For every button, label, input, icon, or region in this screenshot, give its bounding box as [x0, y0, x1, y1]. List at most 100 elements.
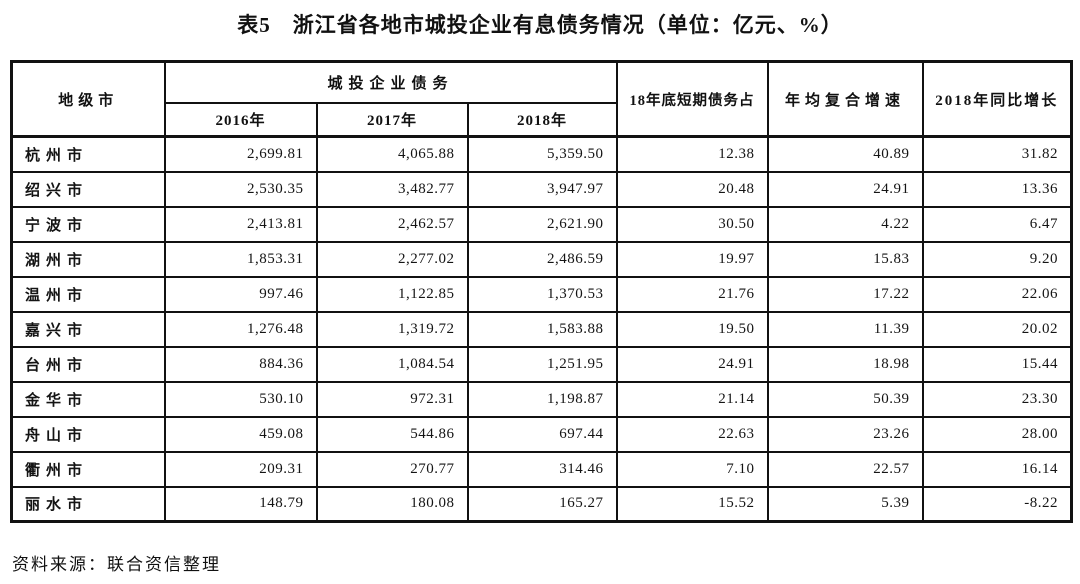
debt-2017-cell: 1,122.85 [315, 275, 469, 313]
cagr-cell: 17.22 [766, 275, 924, 313]
cagr-cell: 24.91 [766, 170, 924, 208]
short-term-cell: 30.50 [615, 205, 769, 243]
table-body: 杭州市 2,699.81 4,065.88 5,359.50 12.38 40.… [10, 135, 1073, 523]
yoy-cell: 15.44 [921, 345, 1073, 383]
yoy-cell: -8.22 [921, 485, 1073, 523]
short-term-cell: 19.97 [615, 240, 769, 278]
debt-2018-cell: 697.44 [466, 415, 618, 453]
debt-2017-cell: 972.31 [315, 380, 469, 418]
debt-2017-cell: 270.77 [315, 450, 469, 488]
short-term-cell: 12.38 [615, 135, 769, 173]
yoy-cell: 22.06 [921, 275, 1073, 313]
short-term-cell: 7.10 [615, 450, 769, 488]
city-cell: 绍兴市 [10, 170, 166, 208]
city-cell: 湖州市 [10, 240, 166, 278]
short-term-cell: 15.52 [615, 485, 769, 523]
debt-2018-cell: 1,583.88 [466, 310, 618, 348]
header-city: 地级市 [10, 60, 166, 138]
yoy-cell: 9.20 [921, 240, 1073, 278]
header-row-years: 2016年 2017年 2018年 [12, 101, 1072, 138]
short-term-cell: 19.50 [615, 310, 769, 348]
city-cell: 宁波市 [10, 205, 166, 243]
table-title: 表5 浙江省各地市城投企业有息债务情况（单位：亿元、%） [237, 13, 843, 37]
cagr-cell: 22.57 [766, 450, 924, 488]
cagr-cell: 5.39 [766, 485, 924, 523]
header-cagr: 年均复合增速 [766, 60, 924, 138]
city-cell: 台州市 [10, 345, 166, 383]
city-cell: 杭州市 [10, 135, 166, 173]
debt-2016-cell: 2,530.35 [163, 170, 318, 208]
short-term-cell: 24.91 [615, 345, 769, 383]
table-row-zhoushan: 舟山市 459.08 544.86 697.44 22.63 23.26 28.… [10, 415, 1073, 453]
header-year-2016: 2016年 [163, 101, 318, 138]
city-cell: 丽水市 [10, 485, 166, 523]
header-debt-group: 城投企业债务 [163, 60, 618, 104]
table-row-lishui: 丽水市 148.79 180.08 165.27 15.52 5.39 -8.2… [10, 485, 1073, 523]
city-cell: 金华市 [10, 380, 166, 418]
debt-2017-cell: 1,084.54 [315, 345, 469, 383]
debt-2018-cell: 2,486.59 [466, 240, 618, 278]
table-row-hangzhou: 杭州市 2,699.81 4,065.88 5,359.50 12.38 40.… [10, 135, 1073, 173]
short-term-cell: 20.48 [615, 170, 769, 208]
debt-2018-cell: 314.46 [466, 450, 618, 488]
cagr-cell: 11.39 [766, 310, 924, 348]
table-header: 地级市 城投企业债务 18年底短期债务占 年均复合增速 2018年同比增长 20… [10, 60, 1073, 138]
cagr-cell: 50.39 [766, 380, 924, 418]
table-row-wenzhou: 温州市 997.46 1,122.85 1,370.53 21.76 17.22… [10, 275, 1073, 313]
table-row-shaoxing: 绍兴市 2,530.35 3,482.77 3,947.97 20.48 24.… [10, 170, 1073, 208]
table-row-jiaxing: 嘉兴市 1,276.48 1,319.72 1,583.88 19.50 11.… [10, 310, 1073, 348]
debt-2018-cell: 5,359.50 [466, 135, 618, 173]
header-year-2017: 2017年 [315, 101, 469, 138]
city-cell: 舟山市 [10, 415, 166, 453]
short-term-cell: 22.63 [615, 415, 769, 453]
debt-2018-cell: 3,947.97 [466, 170, 618, 208]
city-cell: 嘉兴市 [10, 310, 166, 348]
cagr-cell: 4.22 [766, 205, 924, 243]
debt-2018-cell: 1,370.53 [466, 275, 618, 313]
debt-2018-cell: 2,621.90 [466, 205, 618, 243]
yoy-cell: 23.30 [921, 380, 1073, 418]
debt-2016-cell: 884.36 [163, 345, 318, 383]
debt-2016-cell: 1,853.31 [163, 240, 318, 278]
yoy-cell: 28.00 [921, 415, 1073, 453]
header-yoy: 2018年同比增长 [921, 60, 1073, 138]
debt-2017-cell: 1,319.72 [315, 310, 469, 348]
debt-2017-cell: 2,462.57 [315, 205, 469, 243]
debt-2016-cell: 2,699.81 [163, 135, 318, 173]
header-year-2018: 2018年 [466, 101, 618, 138]
debt-table: 地级市 城投企业债务 18年底短期债务占 年均复合增速 2018年同比增长 20… [10, 60, 1073, 523]
table-row-huzhou: 湖州市 1,853.31 2,277.02 2,486.59 19.97 15.… [10, 240, 1073, 278]
debt-2016-cell: 148.79 [163, 485, 318, 523]
header-row-top: 地级市 城投企业债务 18年底短期债务占 年均复合增速 2018年同比增长 [10, 60, 1073, 138]
debt-2016-cell: 459.08 [163, 415, 318, 453]
city-cell: 温州市 [10, 275, 166, 313]
source-note: 资料来源：联合资信整理 [12, 555, 221, 574]
debt-2017-cell: 3,482.77 [315, 170, 469, 208]
short-term-cell: 21.76 [615, 275, 769, 313]
debt-2018-cell: 1,251.95 [466, 345, 618, 383]
short-term-cell: 21.14 [615, 380, 769, 418]
debt-2017-cell: 180.08 [315, 485, 469, 523]
yoy-cell: 16.14 [921, 450, 1073, 488]
yoy-cell: 20.02 [921, 310, 1073, 348]
cagr-cell: 15.83 [766, 240, 924, 278]
header-short-term: 18年底短期债务占 [615, 60, 769, 138]
debt-2018-cell: 165.27 [466, 485, 618, 523]
debt-2016-cell: 530.10 [163, 380, 318, 418]
debt-2016-cell: 209.31 [163, 450, 318, 488]
table-row-jinhua: 金华市 530.10 972.31 1,198.87 21.14 50.39 2… [10, 380, 1073, 418]
table-row-ningbo: 宁波市 2,413.81 2,462.57 2,621.90 30.50 4.2… [10, 205, 1073, 243]
debt-2018-cell: 1,198.87 [466, 380, 618, 418]
cagr-cell: 23.26 [766, 415, 924, 453]
debt-2016-cell: 2,413.81 [163, 205, 318, 243]
debt-2017-cell: 544.86 [315, 415, 469, 453]
debt-2016-cell: 1,276.48 [163, 310, 318, 348]
city-cell: 衢州市 [10, 450, 166, 488]
cagr-cell: 18.98 [766, 345, 924, 383]
debt-2017-cell: 2,277.02 [315, 240, 469, 278]
yoy-cell: 13.36 [921, 170, 1073, 208]
table-row-taizhou: 台州市 884.36 1,084.54 1,251.95 24.91 18.98… [10, 345, 1073, 383]
yoy-cell: 6.47 [921, 205, 1073, 243]
debt-2017-cell: 4,065.88 [315, 135, 469, 173]
debt-2016-cell: 997.46 [163, 275, 318, 313]
